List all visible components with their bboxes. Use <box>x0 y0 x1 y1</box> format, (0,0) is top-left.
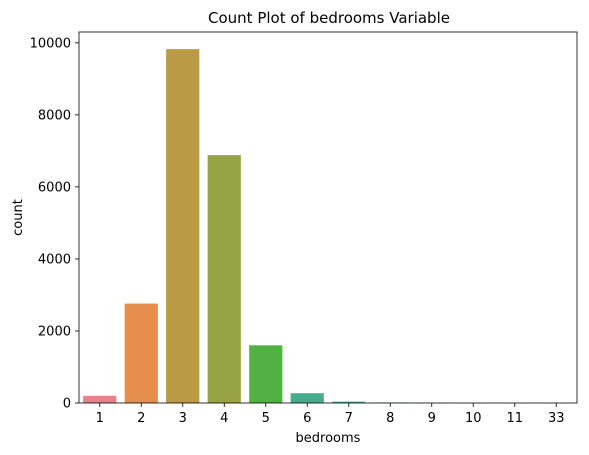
plot-frame <box>78 31 578 404</box>
x-tick-label-33: 33 <box>548 411 565 426</box>
x-tick-label-3: 3 <box>179 411 187 426</box>
x-axis-label: bedrooms <box>296 431 361 446</box>
x-tick-label-6: 6 <box>303 411 311 426</box>
bar-1 <box>83 395 117 403</box>
bars-group <box>83 49 573 404</box>
x-tick-label-5: 5 <box>262 411 270 426</box>
bar-6 <box>290 393 324 403</box>
x-tick-label-10: 10 <box>465 411 482 426</box>
x-tick-label-11: 11 <box>506 411 523 426</box>
x-tick-label-9: 9 <box>428 411 436 426</box>
y-tick-label-6000: 6000 <box>38 180 71 195</box>
x-tick-label-7: 7 <box>345 411 353 426</box>
bar-4 <box>207 155 241 403</box>
y-axis-label: count <box>11 199 26 236</box>
x-tick-label-2: 2 <box>137 411 145 426</box>
y-tick-label-2000: 2000 <box>38 324 71 339</box>
y-tick-label-10000: 10000 <box>30 36 71 51</box>
bar-5 <box>249 345 283 403</box>
chart-title: Count Plot of bedrooms Variable <box>208 9 450 27</box>
bar-7 <box>332 401 366 403</box>
y-tick-label-4000: 4000 <box>38 252 71 267</box>
x-tick-label-1: 1 <box>96 411 104 426</box>
bar-3 <box>166 49 200 404</box>
y-tick-label-0: 0 <box>63 397 71 412</box>
x-tick-label-8: 8 <box>386 411 394 426</box>
bar-2 <box>124 303 158 403</box>
y-axis: 0 2000 4000 6000 8000 10000 <box>30 36 79 412</box>
x-axis: 1 2 3 4 5 6 7 8 9 10 11 33 <box>96 403 565 426</box>
x-tick-label-4: 4 <box>220 411 228 426</box>
y-tick-label-8000: 8000 <box>38 108 71 123</box>
